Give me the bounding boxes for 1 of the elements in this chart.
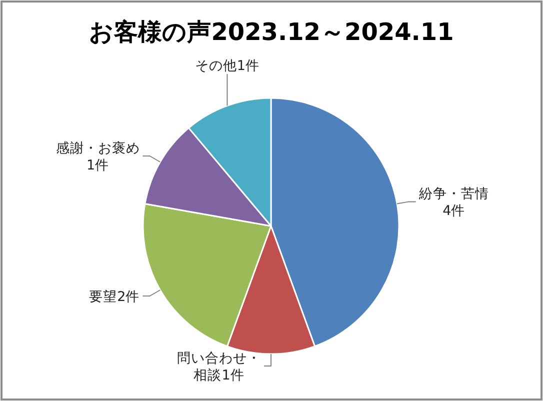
chart-title: お客様の声2023.12～2024.11 <box>89 18 454 46</box>
